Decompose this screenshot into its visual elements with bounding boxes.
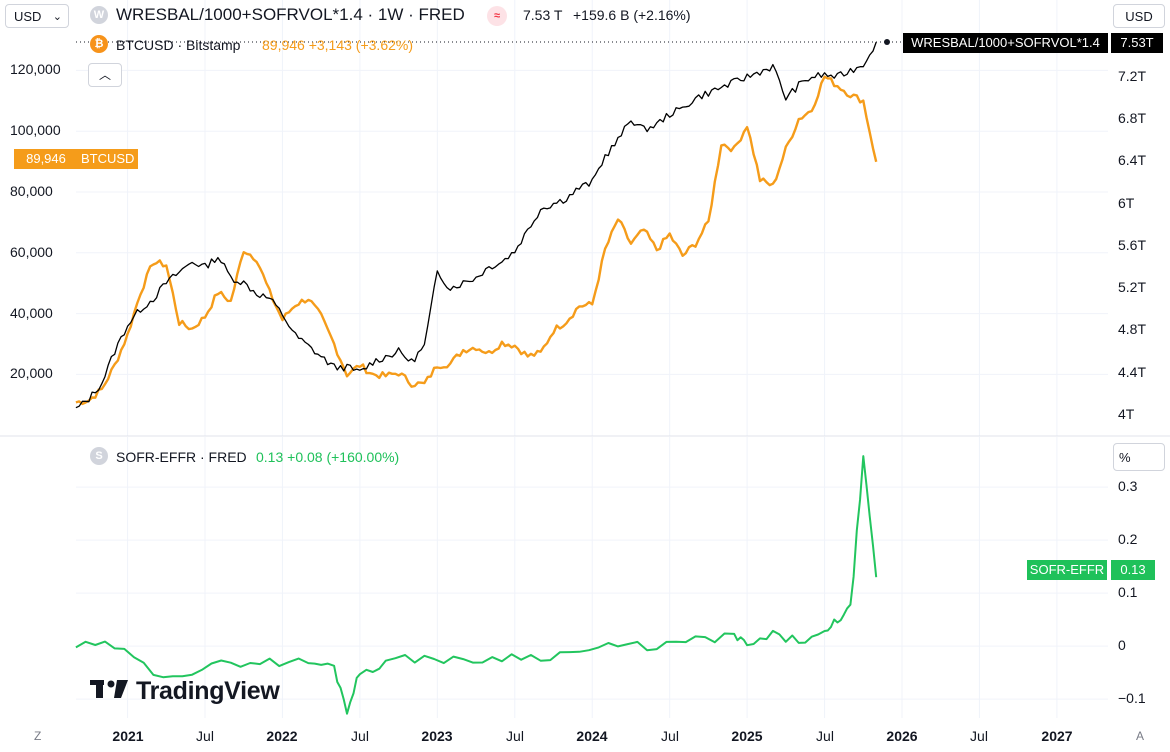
data-source-icon[interactable]: ≈ bbox=[487, 6, 507, 26]
time-axis-tick: 2025 bbox=[731, 728, 763, 744]
left-axis-tick: 120,000 bbox=[10, 61, 61, 77]
btc-name-tag: BTCUSD bbox=[78, 149, 138, 169]
time-axis-tick: 2023 bbox=[421, 728, 453, 744]
tradingview-logo[interactable]: TradingView bbox=[90, 677, 280, 706]
right-axis-tick: 4T bbox=[1118, 406, 1135, 422]
collapse-legend-button[interactable]: ︿ bbox=[88, 63, 122, 87]
right-axis-tick: 5.6T bbox=[1118, 237, 1147, 253]
lower-axis-tick: 0.1 bbox=[1118, 584, 1138, 600]
chevron-down-icon: ⌄ bbox=[52, 11, 62, 23]
left-axis-tick: 100,000 bbox=[10, 122, 61, 138]
time-axis-tick: 2026 bbox=[886, 728, 918, 744]
lower-axis-tick: 0.3 bbox=[1118, 478, 1138, 494]
main-change-value: +159.6 B (+2.16%) bbox=[573, 7, 691, 23]
bitcoin-icon: ₿ bbox=[90, 35, 108, 53]
time-axis-tick: 2022 bbox=[266, 728, 298, 744]
corner-right-toggle[interactable]: A bbox=[1136, 729, 1145, 743]
time-axis-tick: Jul bbox=[506, 728, 524, 744]
main-price-tag: 7.53T bbox=[1111, 33, 1163, 53]
left-axis-tick: 80,000 bbox=[10, 183, 53, 199]
left-axis-tick: 40,000 bbox=[10, 305, 53, 321]
btcusd-series bbox=[75, 75, 878, 406]
lower-axis-tick: −0.1 bbox=[1118, 690, 1146, 706]
main-symbol-title[interactable]: WRESBAL/1000+SOFRVOL*1.4 · 1W · FRED bbox=[116, 5, 465, 24]
right-axis-tick: 5.2T bbox=[1118, 279, 1147, 295]
time-axis-tick: Jul bbox=[661, 728, 679, 744]
btc-values: 89,946 +3,143 (+3.62%) bbox=[262, 37, 414, 53]
right-axis-tick: 6T bbox=[1118, 195, 1135, 211]
lower-axis-unit[interactable]: % bbox=[1113, 443, 1165, 471]
tradingview-logo-icon bbox=[90, 677, 130, 706]
sofr-effr-series bbox=[75, 455, 878, 715]
main-series bbox=[75, 41, 877, 409]
spread-price-tag: 0.13 bbox=[1111, 560, 1155, 580]
main-line bbox=[75, 41, 877, 409]
right-axis-tick: 7.2T bbox=[1118, 68, 1147, 84]
lower-axis-tick: 0 bbox=[1118, 637, 1126, 653]
main-last-point bbox=[884, 39, 890, 45]
time-axis-tick: Jul bbox=[196, 728, 214, 744]
right-axis-tick: 6.8T bbox=[1118, 110, 1147, 126]
right-axis-unit[interactable]: USD bbox=[1113, 4, 1165, 28]
right-axis-tick: 4.4T bbox=[1118, 364, 1147, 380]
grid-lines bbox=[76, 0, 1108, 718]
time-axis-tick: 2027 bbox=[1041, 728, 1073, 744]
lower-axis-tick: 0.2 bbox=[1118, 531, 1138, 547]
spread-name-tag: SOFR-EFFR bbox=[1027, 560, 1107, 580]
left-axis-tick: 20,000 bbox=[10, 365, 53, 381]
main-name-tag: WRESBAL/1000+SOFRVOL*1.4 bbox=[903, 33, 1108, 53]
tradingview-logo-text: TradingView bbox=[136, 677, 280, 705]
spread-values: 0.13 +0.08 (+160.00%) bbox=[256, 449, 400, 465]
left-axis-tick: 60,000 bbox=[10, 244, 53, 260]
time-axis-tick: Jul bbox=[970, 728, 988, 744]
btcusd-line bbox=[75, 75, 878, 406]
spread-symbol-icon: S bbox=[90, 447, 108, 465]
btc-symbol-label[interactable]: BTCUSD · Bitstamp bbox=[116, 37, 241, 53]
sofr-effr-line bbox=[75, 455, 878, 715]
time-axis-tick: 2021 bbox=[112, 728, 144, 744]
time-axis-tick: 2024 bbox=[576, 728, 608, 744]
main-last-value: 7.53 T bbox=[523, 7, 563, 23]
time-axis-tick: Jul bbox=[351, 728, 369, 744]
time-axis-tick: Jul bbox=[816, 728, 834, 744]
right-axis-tick: 4.8T bbox=[1118, 321, 1147, 337]
currency-selector[interactable]: USD ⌄ bbox=[5, 4, 69, 28]
main-symbol-icon: W bbox=[90, 6, 108, 24]
corner-left-toggle[interactable]: Z bbox=[34, 729, 42, 743]
right-axis-tick: 6.4T bbox=[1118, 152, 1147, 168]
spread-symbol-label[interactable]: SOFR-EFFR · FRED bbox=[116, 449, 247, 465]
btc-price-tag: 89,946 bbox=[14, 149, 78, 169]
currency-label: USD bbox=[14, 9, 42, 24]
chevron-up-icon: ︿ bbox=[98, 68, 111, 82]
